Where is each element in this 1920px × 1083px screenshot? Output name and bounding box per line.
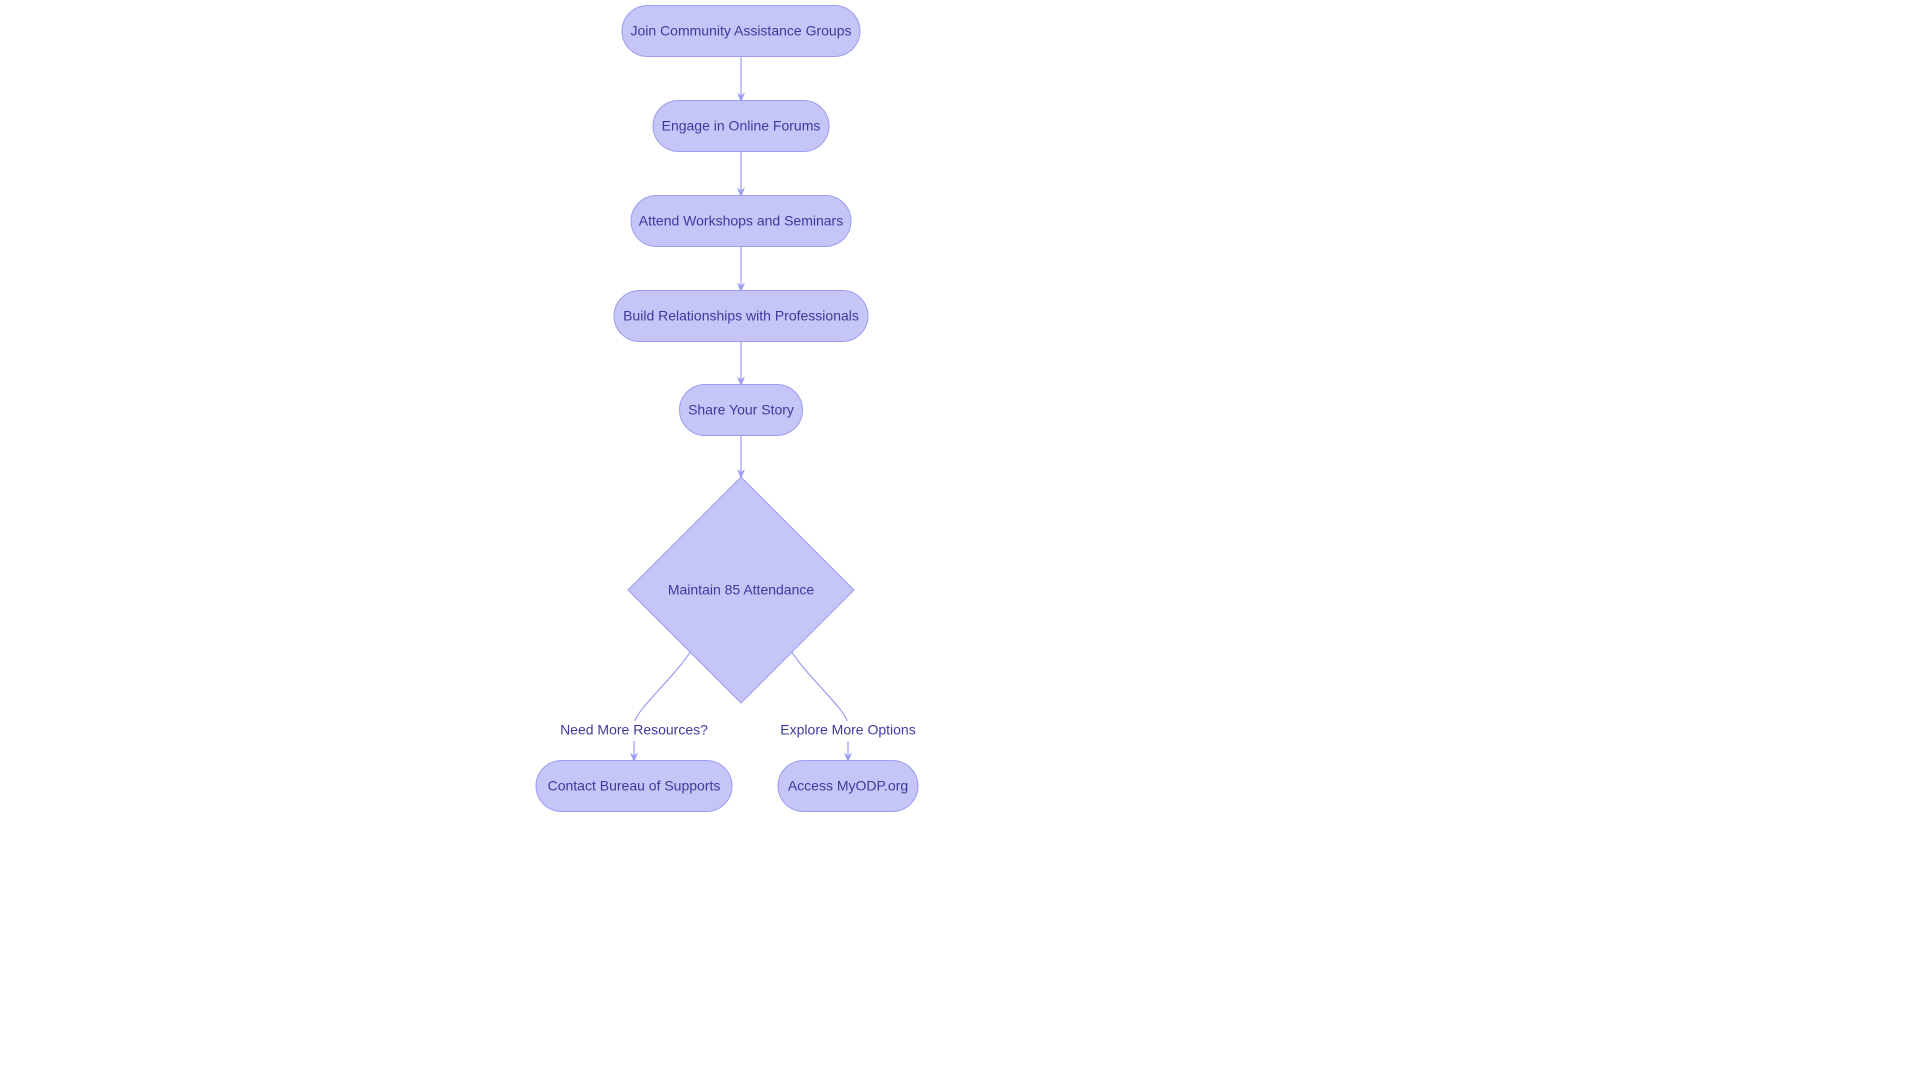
flow-node-n1: Join Community Assistance Groups [622, 6, 860, 57]
flow-edge-label: Need More Resources? [560, 722, 708, 738]
flow-node-label: Maintain 85 Attendance [668, 582, 815, 598]
flow-node-n7: Contact Bureau of Supports [536, 761, 732, 812]
flow-edge [634, 652, 690, 760]
flowchart-canvas: Join Community Assistance Groups Engage i… [0, 0, 1920, 1083]
flow-node-label: Join Community Assistance Groups [631, 23, 852, 39]
flow-node-n2: Engage in Online Forums [653, 101, 829, 152]
flow-edge [792, 652, 848, 760]
flow-node-n5: Share Your Story [680, 385, 803, 436]
flow-edge-label: Explore More Options [780, 722, 915, 738]
flow-node-label: Engage in Online Forums [662, 118, 821, 134]
flow-node-label: Access MyODP.org [788, 778, 908, 794]
flow-node-n4: Build Relationships with Professionals [614, 291, 868, 342]
flow-node-n6: Maintain 85 Attendance [628, 477, 854, 703]
flow-node-n8: Access MyODP.org [778, 761, 918, 812]
flow-node-n3: Attend Workshops and Seminars [631, 196, 851, 247]
flow-node-label: Share Your Story [688, 402, 794, 418]
flow-node-label: Build Relationships with Professionals [623, 308, 859, 324]
flow-node-label: Contact Bureau of Supports [548, 778, 721, 794]
flow-node-label: Attend Workshops and Seminars [639, 213, 843, 229]
